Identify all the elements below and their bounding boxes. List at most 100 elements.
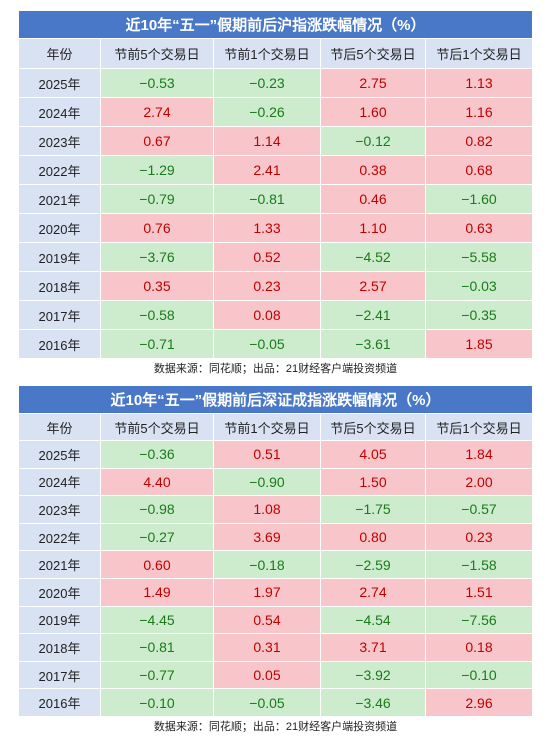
column-header: 节后1个交易日 xyxy=(424,38,534,69)
table-title: 近10年“五一”假期前后沪指涨跌幅情况（%） xyxy=(17,10,534,39)
value-cell: −2.41 xyxy=(320,300,426,330)
value-cell: −0.90 xyxy=(213,467,321,497)
value-cell: −0.98 xyxy=(100,495,214,524)
value-cell: −0.27 xyxy=(100,522,214,552)
data-row: 2020年 1.49 1.97 2.74 1.51 xyxy=(18,577,534,607)
data-table: 近10年“五一”假期前后沪指涨跌幅情况（%） 年份 节前5个交易日 节前1个交易日 节后… xyxy=(17,10,534,377)
data-row: 2018年 −0.81 0.31 3.71 0.18 xyxy=(18,633,534,662)
value-cell: −3.61 xyxy=(320,329,426,359)
value-cell: −4.45 xyxy=(100,605,214,635)
data-row: 2024年 4.40 −0.90 1.50 2.00 xyxy=(18,467,534,497)
column-header: 节后1个交易日 xyxy=(424,413,534,441)
value-cell: −0.81 xyxy=(213,184,321,214)
value-cell: −0.35 xyxy=(424,300,534,330)
year-cell: 2023年 xyxy=(18,126,101,156)
column-header: 节前5个交易日 xyxy=(100,38,214,69)
value-cell: −0.12 xyxy=(320,126,426,156)
value-cell: −1.75 xyxy=(320,495,426,524)
data-row: 2021年 −0.79 −0.81 0.46 −1.60 xyxy=(18,184,534,214)
value-cell: 2.57 xyxy=(320,271,426,301)
value-cell: 4.40 xyxy=(100,467,214,497)
column-header: 年份 xyxy=(18,38,101,69)
year-cell: 2025年 xyxy=(18,440,101,469)
column-header: 节前1个交易日 xyxy=(213,413,321,441)
value-cell: 1.97 xyxy=(213,577,321,607)
data-row: 2019年 −3.76 0.52 −4.52 −5.58 xyxy=(18,242,534,272)
year-cell: 2017年 xyxy=(18,660,101,690)
value-cell: 1.33 xyxy=(213,213,321,243)
year-cell: 2016年 xyxy=(18,329,101,359)
value-cell: 3.69 xyxy=(213,522,321,552)
value-cell: −0.23 xyxy=(213,68,321,98)
column-header: 节后5个交易日 xyxy=(320,38,426,69)
value-cell: −0.77 xyxy=(100,660,214,690)
year-cell: 2022年 xyxy=(18,522,101,552)
table-title: 近10年“五一”假期前后深证成指涨跌幅情况（%） xyxy=(17,385,534,414)
title-row: 近10年“五一”假期前后沪指涨跌幅情况（%） xyxy=(17,10,534,39)
year-cell: 2025年 xyxy=(18,68,101,98)
value-cell: 1.10 xyxy=(320,213,426,243)
value-cell: 1.50 xyxy=(320,467,426,497)
year-cell: 2020年 xyxy=(18,213,101,243)
year-cell: 2024年 xyxy=(18,467,101,497)
source-row: 数据来源：同花顺；出品：21财经客户端投资频道 xyxy=(17,715,534,736)
value-cell: −4.54 xyxy=(320,605,426,635)
value-cell: −0.81 xyxy=(100,633,214,662)
value-cell: 1.49 xyxy=(100,577,214,607)
source-note: 数据来源：同花顺；出品：21财经客户端投资频道 xyxy=(17,715,534,736)
data-row: 2025年 −0.36 0.51 4.05 1.84 xyxy=(18,440,534,469)
value-cell: −0.58 xyxy=(100,300,214,330)
value-cell: 0.80 xyxy=(320,522,426,552)
value-cell: 2.96 xyxy=(424,688,534,717)
value-cell: 1.85 xyxy=(424,329,534,359)
value-cell: −3.46 xyxy=(320,688,426,717)
year-cell: 2021年 xyxy=(18,550,101,579)
header-row: 年份 节前5个交易日 节前1个交易日 节后5个交易日 节后1个交易日 xyxy=(18,38,534,69)
data-row: 2023年 −0.98 1.08 −1.75 −0.57 xyxy=(18,495,534,524)
value-cell: 3.71 xyxy=(320,633,426,662)
source-row: 数据来源：同花顺；出品：21财经客户端投资频道 xyxy=(17,358,534,377)
column-header: 节后5个交易日 xyxy=(320,413,426,441)
value-cell: −0.05 xyxy=(213,688,321,717)
year-cell: 2018年 xyxy=(18,633,101,662)
value-cell: 0.60 xyxy=(100,550,214,579)
value-cell: 1.16 xyxy=(424,97,534,127)
data-row: 2017年 −0.77 0.05 −3.92 −0.10 xyxy=(18,660,534,690)
value-cell: −0.10 xyxy=(424,660,534,690)
data-table: 近10年“五一”假期前后深证成指涨跌幅情况（%） 年份 节前5个交易日 节前1个交易日… xyxy=(17,385,534,736)
value-cell: −3.76 xyxy=(100,242,214,272)
value-cell: 0.18 xyxy=(424,633,534,662)
data-row: 2018年 0.35 0.23 2.57 −0.03 xyxy=(18,271,534,301)
value-cell: 0.08 xyxy=(213,300,321,330)
table-block: 近10年“五一”假期前后沪指涨跌幅情况（%） 年份 节前5个交易日 节前1个交易日 节后… xyxy=(17,10,534,377)
value-cell: −2.59 xyxy=(320,550,426,579)
value-cell: −4.52 xyxy=(320,242,426,272)
year-cell: 2023年 xyxy=(18,495,101,524)
value-cell: 0.76 xyxy=(100,213,214,243)
value-cell: 1.08 xyxy=(213,495,321,524)
year-cell: 2020年 xyxy=(18,577,101,607)
column-header: 节前5个交易日 xyxy=(100,413,214,441)
value-cell: 0.23 xyxy=(424,522,534,552)
data-row: 2017年 −0.58 0.08 −2.41 −0.35 xyxy=(18,300,534,330)
value-cell: 0.38 xyxy=(320,155,426,185)
data-row: 2022年 −0.27 3.69 0.80 0.23 xyxy=(18,522,534,552)
value-cell: −0.26 xyxy=(213,97,321,127)
year-cell: 2024年 xyxy=(18,97,101,127)
value-cell: −0.71 xyxy=(100,329,214,359)
column-header: 节前1个交易日 xyxy=(213,38,321,69)
value-cell: 2.74 xyxy=(320,577,426,607)
value-cell: 2.00 xyxy=(424,467,534,497)
value-cell: 1.84 xyxy=(424,440,534,469)
value-cell: −0.57 xyxy=(424,495,534,524)
value-cell: −0.36 xyxy=(100,440,214,469)
value-cell: 0.23 xyxy=(213,271,321,301)
value-cell: −7.56 xyxy=(424,605,534,635)
value-cell: −0.79 xyxy=(100,184,214,214)
value-cell: 0.35 xyxy=(100,271,214,301)
value-cell: 1.14 xyxy=(213,126,321,156)
value-cell: 0.67 xyxy=(100,126,214,156)
value-cell: −5.58 xyxy=(424,242,534,272)
year-cell: 2017年 xyxy=(18,300,101,330)
